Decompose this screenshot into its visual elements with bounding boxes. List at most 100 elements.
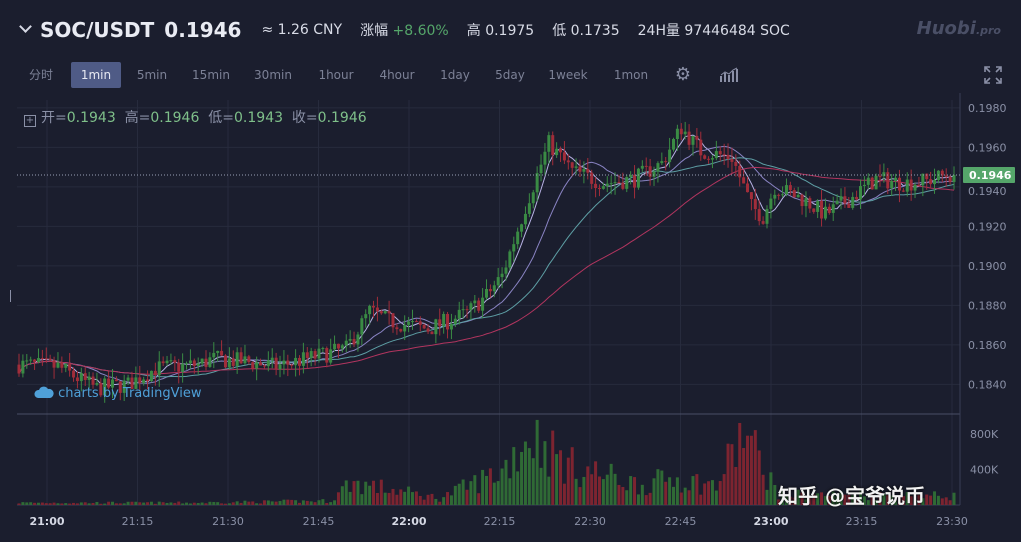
volume-bar	[21, 502, 25, 505]
timeframe-tab[interactable]: 1hour	[318, 68, 354, 82]
y-tick-label: 0.1960	[968, 141, 1007, 154]
volume-bar	[812, 494, 816, 505]
timeframe-tab[interactable]: 1mon	[613, 68, 649, 82]
volume-bar	[235, 501, 239, 505]
volume-bar	[664, 481, 668, 505]
volume-bar	[847, 494, 851, 505]
timeframe-tab[interactable]: 4hour	[379, 68, 415, 82]
volume-bar	[200, 502, 204, 505]
timeframe-tab[interactable]: 5min	[136, 68, 168, 82]
gear-icon[interactable]: ⚙	[674, 64, 692, 85]
huobi-logo: Huobi.pro	[917, 18, 1001, 39]
volume-bar	[107, 501, 111, 505]
candle-body	[827, 206, 831, 213]
candle-body	[364, 314, 368, 319]
volume-bar	[161, 502, 165, 505]
timeframe-tab[interactable]: 30min	[254, 68, 292, 82]
candle-body	[430, 331, 434, 335]
chevron-down-icon[interactable]	[20, 22, 30, 32]
pair-name[interactable]: SOC/USDT	[40, 18, 155, 42]
timeframe-tab[interactable]: 5day	[495, 68, 525, 82]
fullscreen-icon[interactable]	[983, 66, 1003, 84]
ticker-header: SOC/USDT 0.1946 ≈ 1.26 CNY 涨幅 +8.60% 高 0…	[0, 0, 1021, 60]
candle-body	[707, 158, 711, 160]
candle-body	[325, 348, 329, 363]
candle-body	[812, 208, 816, 212]
candle-body	[726, 154, 730, 160]
volume-bar	[146, 502, 150, 505]
x-tick-label: 22:15	[484, 515, 516, 528]
plus-icon[interactable]: +	[24, 115, 36, 127]
timeframe-tab[interactable]: 15min	[192, 68, 230, 82]
volume-bar	[952, 492, 956, 505]
candle-body	[757, 209, 761, 222]
candle-body	[391, 313, 395, 328]
candle-body	[952, 175, 956, 182]
candle-body	[403, 324, 407, 332]
candle-body	[270, 357, 274, 361]
candle-body	[672, 139, 675, 150]
volume-bar	[613, 473, 617, 505]
candle-body	[442, 313, 446, 327]
volume-bar	[40, 502, 44, 505]
volume-bar	[372, 480, 376, 505]
candle-body	[897, 177, 901, 191]
volume-bar	[738, 422, 742, 505]
volume-bar	[383, 492, 387, 505]
y-tick-label: 0.1980	[968, 102, 1007, 115]
volume-bar	[173, 502, 177, 505]
timeframe-tab-active[interactable]: 1min	[71, 62, 121, 88]
legend-low-label: 低=	[208, 110, 235, 126]
volume-bars	[17, 419, 956, 505]
candle-body	[527, 203, 531, 214]
volume-bar	[111, 501, 114, 505]
volume-bar	[204, 503, 208, 505]
candle-body	[933, 180, 937, 185]
indicators-icon[interactable]	[719, 66, 739, 84]
volume-bar	[149, 501, 153, 505]
volume-bar	[921, 498, 925, 505]
candle-body	[636, 168, 640, 188]
volume-bar	[609, 463, 613, 505]
candle-body	[290, 364, 294, 366]
volume-bar	[629, 476, 633, 505]
volume-bar	[29, 502, 33, 505]
candle-body	[722, 154, 726, 156]
y-tick-label: 0.1860	[968, 339, 1007, 352]
volume-bar	[878, 492, 882, 505]
logo-suffix: .pro	[975, 24, 1001, 37]
candle-body	[660, 161, 664, 164]
volume-bar	[710, 480, 714, 505]
x-tick-label: 23:00	[753, 515, 788, 528]
candle-body	[594, 183, 598, 189]
x-tick-label: 22:30	[574, 515, 606, 528]
candle-body	[60, 362, 64, 368]
candle-body	[683, 131, 687, 135]
candle-body	[204, 358, 208, 367]
candle-body	[348, 338, 352, 341]
volume-bar	[473, 475, 477, 505]
candle-body	[520, 224, 524, 232]
candle-body	[656, 163, 660, 172]
timeframe-tab[interactable]: 1week	[548, 68, 588, 82]
candle-body	[375, 307, 379, 312]
timeframe-tab[interactable]: 分时	[28, 68, 53, 82]
candle-body	[149, 370, 153, 382]
volume-bar	[477, 493, 481, 505]
volume-bar	[559, 450, 563, 505]
candle-body	[481, 297, 485, 311]
legend-open: 0.1943	[66, 110, 116, 126]
candle-body	[465, 309, 469, 311]
volume-bar	[243, 500, 247, 505]
candle-body	[640, 165, 644, 169]
legend-close: 0.1946	[317, 110, 367, 126]
volume-bar	[278, 501, 282, 505]
volume-bar	[773, 485, 777, 505]
candle-body	[99, 383, 103, 396]
volume-bar	[56, 503, 60, 505]
drag-handle[interactable]	[10, 290, 14, 302]
timeframe-tab[interactable]: 1day	[440, 68, 470, 82]
volume-bar	[792, 497, 796, 505]
price-chart[interactable]: 0.1840 0.1860 0.1880 0.1900 0.1920 0.1940 0.19…	[0, 93, 1021, 542]
candle-body	[177, 362, 181, 372]
